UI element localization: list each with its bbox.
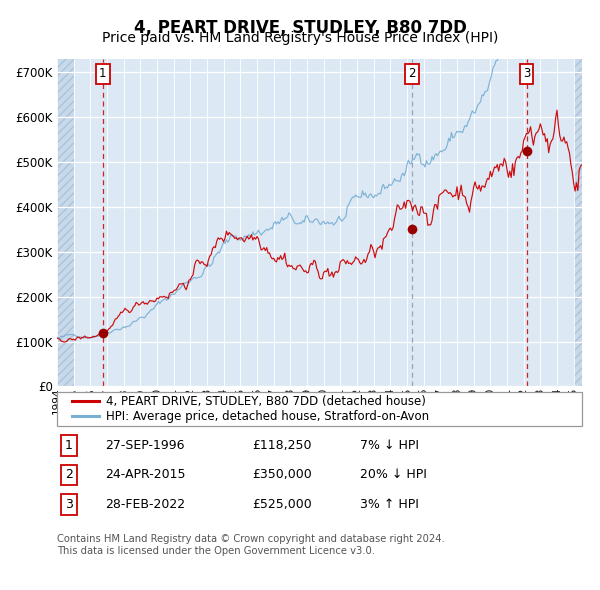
Text: 3: 3	[523, 67, 530, 80]
Text: £350,000: £350,000	[252, 468, 312, 481]
Text: £118,250: £118,250	[252, 439, 311, 452]
Text: 4, PEART DRIVE, STUDLEY, B80 7DD (detached house): 4, PEART DRIVE, STUDLEY, B80 7DD (detach…	[106, 395, 426, 408]
Text: 3: 3	[65, 498, 73, 511]
Text: 1: 1	[65, 439, 73, 452]
Text: 2: 2	[409, 67, 416, 80]
Text: 4, PEART DRIVE, STUDLEY, B80 7DD: 4, PEART DRIVE, STUDLEY, B80 7DD	[134, 19, 466, 37]
Text: 27-SEP-1996: 27-SEP-1996	[105, 439, 185, 452]
Text: 7% ↓ HPI: 7% ↓ HPI	[360, 439, 419, 452]
Text: 1: 1	[99, 67, 107, 80]
Bar	[57, 59, 74, 386]
Text: 3% ↑ HPI: 3% ↑ HPI	[360, 498, 419, 511]
Text: 2: 2	[65, 468, 73, 481]
Text: 20% ↓ HPI: 20% ↓ HPI	[360, 468, 427, 481]
Text: 24-APR-2015: 24-APR-2015	[105, 468, 185, 481]
Text: 28-FEB-2022: 28-FEB-2022	[105, 498, 185, 511]
Text: Contains HM Land Registry data © Crown copyright and database right 2024.
This d: Contains HM Land Registry data © Crown c…	[57, 534, 445, 556]
Bar	[574, 59, 582, 386]
Text: HPI: Average price, detached house, Stratford-on-Avon: HPI: Average price, detached house, Stra…	[106, 410, 430, 423]
Text: £525,000: £525,000	[252, 498, 312, 511]
Text: Price paid vs. HM Land Registry's House Price Index (HPI): Price paid vs. HM Land Registry's House …	[102, 31, 498, 45]
